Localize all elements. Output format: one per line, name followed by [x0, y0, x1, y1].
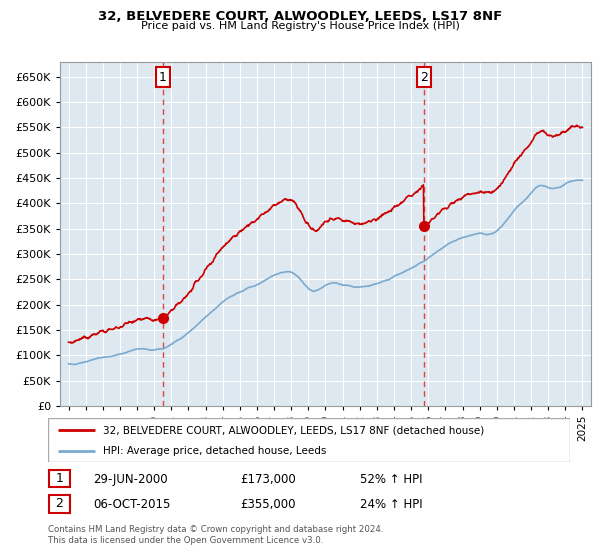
Text: Price paid vs. HM Land Registry's House Price Index (HPI): Price paid vs. HM Land Registry's House …	[140, 21, 460, 31]
Text: Contains HM Land Registry data © Crown copyright and database right 2024.
This d: Contains HM Land Registry data © Crown c…	[48, 525, 383, 545]
Text: 32, BELVEDERE COURT, ALWOODLEY, LEEDS, LS17 8NF (detached house): 32, BELVEDERE COURT, ALWOODLEY, LEEDS, L…	[103, 425, 484, 435]
Text: 2: 2	[420, 71, 428, 83]
Text: £355,000: £355,000	[240, 498, 296, 511]
Text: £173,000: £173,000	[240, 473, 296, 486]
Text: HPI: Average price, detached house, Leeds: HPI: Average price, detached house, Leed…	[103, 446, 326, 456]
Text: 1: 1	[159, 71, 167, 83]
Text: 06-OCT-2015: 06-OCT-2015	[93, 498, 170, 511]
Text: 2: 2	[55, 497, 64, 510]
Text: 29-JUN-2000: 29-JUN-2000	[93, 473, 167, 486]
Text: 1: 1	[55, 472, 64, 485]
Text: 24% ↑ HPI: 24% ↑ HPI	[360, 498, 422, 511]
Text: 32, BELVEDERE COURT, ALWOODLEY, LEEDS, LS17 8NF: 32, BELVEDERE COURT, ALWOODLEY, LEEDS, L…	[98, 10, 502, 23]
Text: 52% ↑ HPI: 52% ↑ HPI	[360, 473, 422, 486]
